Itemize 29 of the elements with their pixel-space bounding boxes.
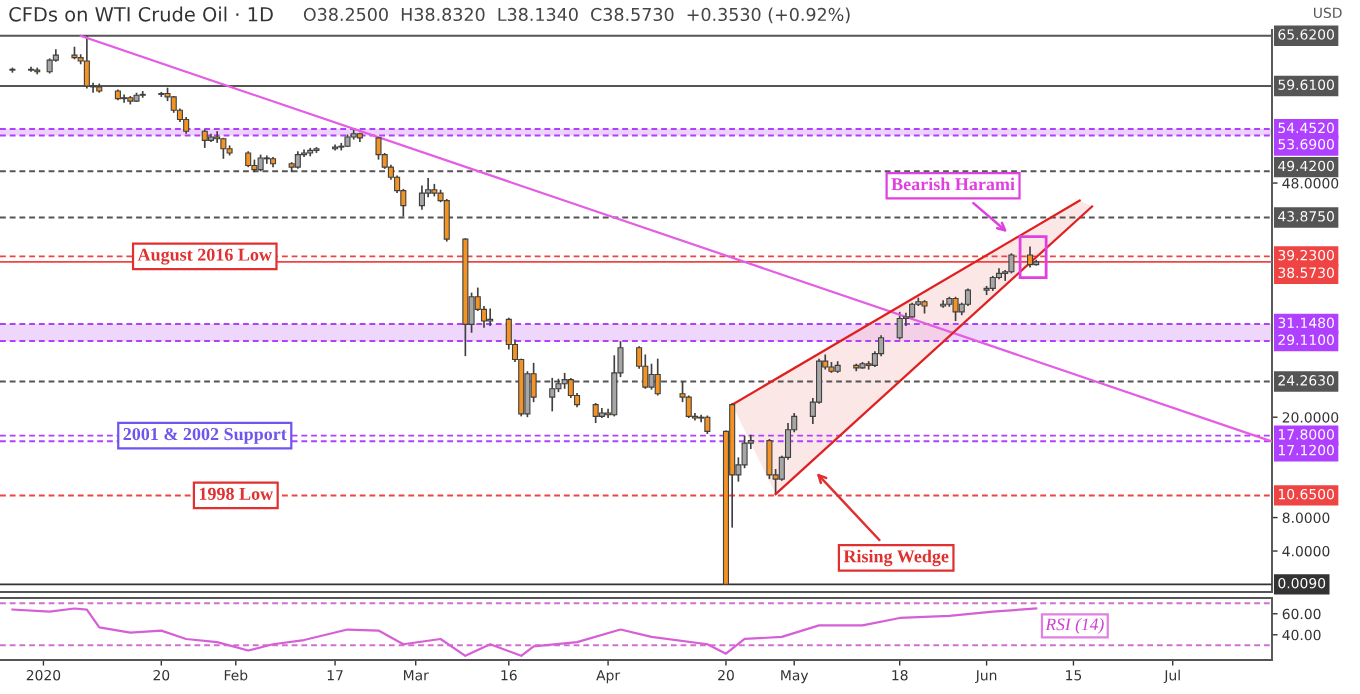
candlestick bbox=[567, 377, 574, 399]
candlestick bbox=[121, 93, 128, 104]
candlestick bbox=[375, 136, 382, 161]
candlestick bbox=[648, 362, 655, 391]
candlestick bbox=[549, 377, 556, 413]
candlestick bbox=[1008, 252, 1015, 275]
candlestick bbox=[952, 295, 959, 322]
annotation: RSI (14) bbox=[1045, 617, 1104, 634]
annotation: Rising Wedge bbox=[843, 549, 949, 567]
candlestick bbox=[592, 402, 599, 424]
candlestick bbox=[418, 184, 425, 211]
line-series bbox=[11, 607, 1038, 657]
annotation: 1998 Low bbox=[199, 487, 274, 500]
candlestick bbox=[642, 353, 649, 390]
candlestick bbox=[214, 130, 221, 144]
candlestick bbox=[704, 414, 711, 435]
chart-subtitle: O38.2500 H38.8320 L38.1340 C38.5730 +0.3530 (+0.92%) bbox=[303, 7, 850, 24]
candlestick bbox=[896, 311, 903, 341]
chart-title: CFDs on WTI Crude Oil · 1D bbox=[9, 6, 273, 22]
annotation: Bearish Harami bbox=[891, 177, 1015, 191]
candlestick bbox=[201, 128, 208, 149]
annotation: August 2016 Low bbox=[137, 248, 272, 265]
candlestick bbox=[487, 307, 494, 327]
candlestick bbox=[83, 34, 90, 90]
candlestick bbox=[1026, 245, 1034, 269]
candlestick bbox=[139, 90, 146, 99]
candlestick bbox=[654, 357, 661, 397]
candlestick bbox=[443, 198, 450, 243]
annotation: 2001 & 2002 Support bbox=[123, 427, 287, 444]
